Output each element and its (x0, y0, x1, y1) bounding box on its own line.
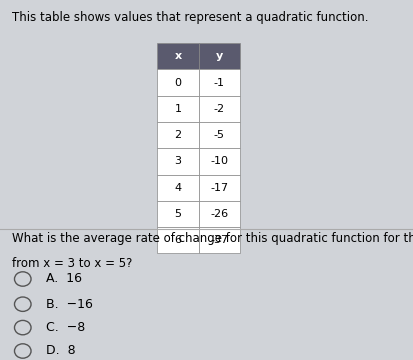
Text: 4: 4 (174, 183, 181, 193)
Text: 6: 6 (174, 235, 181, 245)
Text: -1: -1 (214, 78, 224, 87)
Text: 0: 0 (174, 78, 181, 87)
Text: -10: -10 (210, 157, 228, 166)
Bar (157, 175, 198, 201)
Bar (157, 148, 198, 175)
Text: C.  −8: C. −8 (45, 321, 85, 334)
Text: -17: -17 (210, 183, 228, 193)
Bar (198, 69, 240, 96)
Text: 2: 2 (174, 130, 181, 140)
Bar (198, 122, 240, 148)
Text: from x = 3 to x = 5?: from x = 3 to x = 5? (12, 257, 133, 270)
Text: x: x (174, 51, 181, 61)
Bar (157, 69, 198, 96)
Text: 3: 3 (174, 157, 181, 166)
Bar (157, 96, 198, 122)
Text: 1: 1 (174, 104, 181, 114)
Text: What is the average rate of change for this quadratic function for the interval: What is the average rate of change for t… (12, 232, 413, 245)
Bar (198, 148, 240, 175)
Text: B.  −16: B. −16 (45, 298, 92, 311)
Text: -26: -26 (210, 209, 228, 219)
Text: -2: -2 (214, 104, 224, 114)
Text: 5: 5 (174, 209, 181, 219)
Text: -5: -5 (214, 130, 224, 140)
Bar (157, 43, 198, 69)
Bar (198, 201, 240, 227)
Bar (157, 227, 198, 253)
Bar (198, 175, 240, 201)
Bar (198, 96, 240, 122)
Text: D.  8: D. 8 (45, 345, 75, 357)
Bar (157, 201, 198, 227)
Bar (198, 227, 240, 253)
Text: -37: -37 (210, 235, 228, 245)
Text: A.  16: A. 16 (45, 273, 81, 285)
Bar (157, 122, 198, 148)
Text: y: y (215, 51, 223, 61)
Bar (198, 43, 240, 69)
Text: This table shows values that represent a quadratic function.: This table shows values that represent a… (12, 11, 368, 24)
